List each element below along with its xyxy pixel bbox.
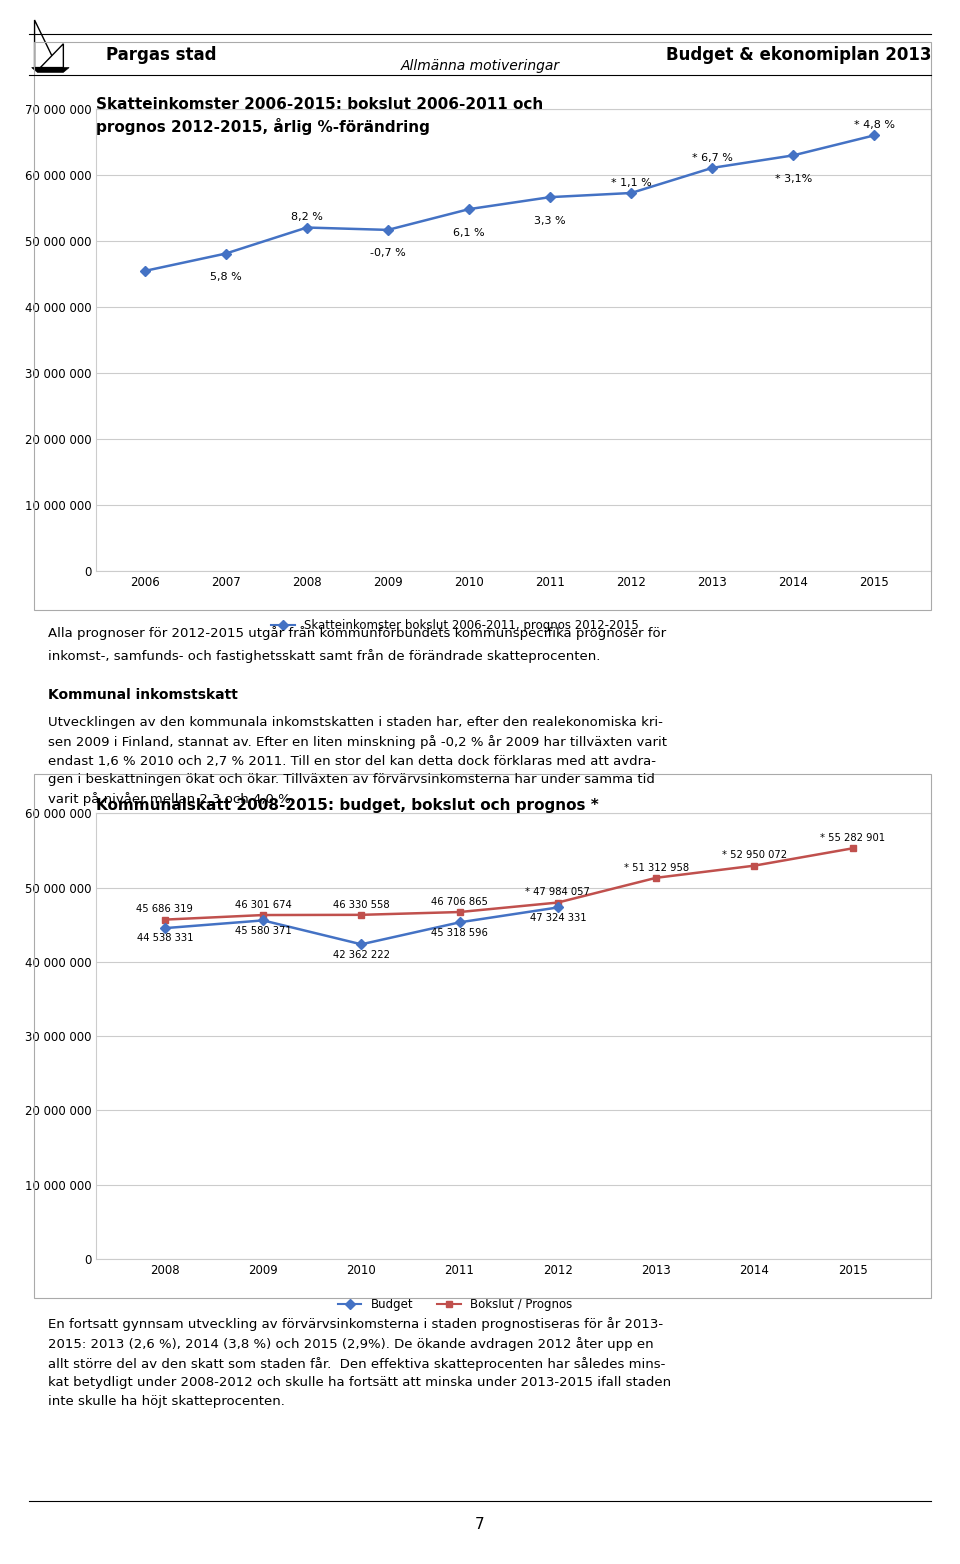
Text: 7: 7 (475, 1517, 485, 1533)
Polygon shape (32, 67, 69, 72)
Text: * 52 950 072: * 52 950 072 (722, 851, 787, 860)
Text: Skatteinkomster 2006-2015: bokslut 2006-2011 och
prognos 2012-2015, årlig %-förä: Skatteinkomster 2006-2015: bokslut 2006-… (96, 97, 543, 135)
Text: 6,1 %: 6,1 % (453, 228, 485, 238)
Text: Budget & ekonomiplan 2013: Budget & ekonomiplan 2013 (665, 45, 931, 64)
Text: Kommunal inkomstskatt: Kommunal inkomstskatt (48, 688, 238, 702)
Text: 3,3 %: 3,3 % (535, 216, 565, 225)
Legend: Budget, Bokslut / Prognos: Budget, Bokslut / Prognos (333, 1293, 577, 1315)
Text: -0,7 %: -0,7 % (370, 249, 406, 258)
Text: 46 706 865: 46 706 865 (431, 896, 488, 907)
Text: * 51 312 958: * 51 312 958 (623, 863, 688, 873)
Text: 8,2 %: 8,2 % (291, 213, 323, 222)
Text: * 1,1 %: * 1,1 % (611, 178, 652, 188)
Text: Allmänna motiveringar: Allmänna motiveringar (400, 59, 560, 72)
Legend: Skatteinkomster bokslut 2006-2011, prognos 2012-2015: Skatteinkomster bokslut 2006-2011, progn… (267, 615, 644, 637)
Text: Alla prognoser för 2012-2015 utgår från kommunförbundets kommunspecifika prognos: Alla prognoser för 2012-2015 utgår från … (48, 626, 666, 640)
Text: 45 686 319: 45 686 319 (136, 904, 193, 915)
Text: Pargas stad: Pargas stad (106, 45, 216, 64)
Text: 5,8 %: 5,8 % (210, 272, 242, 282)
Polygon shape (40, 44, 63, 67)
Polygon shape (35, 20, 58, 67)
Text: 45 318 596: 45 318 596 (431, 927, 488, 937)
Text: * 55 282 901: * 55 282 901 (820, 834, 885, 843)
Text: Kommunalskatt 2008-2015: budget, bokslut och prognos *: Kommunalskatt 2008-2015: budget, bokslut… (96, 798, 599, 813)
Text: 42 362 222: 42 362 222 (333, 949, 390, 959)
Text: 46 301 674: 46 301 674 (234, 899, 292, 910)
Text: 45 580 371: 45 580 371 (234, 926, 292, 935)
Text: * 47 984 057: * 47 984 057 (525, 887, 590, 898)
Text: 47 324 331: 47 324 331 (530, 913, 587, 923)
Text: 46 330 558: 46 330 558 (333, 899, 390, 910)
Text: inkomst-, samfunds- och fastighetsskatt samt från de förändrade skatteprocenten.: inkomst-, samfunds- och fastighetsskatt … (48, 649, 600, 663)
Text: * 6,7 %: * 6,7 % (692, 153, 732, 163)
Text: 44 538 331: 44 538 331 (136, 934, 193, 943)
Text: * 4,8 %: * 4,8 % (854, 120, 895, 130)
Text: * 3,1%: * 3,1% (775, 174, 812, 185)
Text: Utvecklingen av den kommunala inkomstskatten i staden har, efter den realekonomi: Utvecklingen av den kommunala inkomstska… (48, 716, 667, 807)
Text: En fortsatt gynnsam utveckling av förvärvsinkomsterna i staden prognostiseras fö: En fortsatt gynnsam utveckling av förvär… (48, 1317, 671, 1408)
